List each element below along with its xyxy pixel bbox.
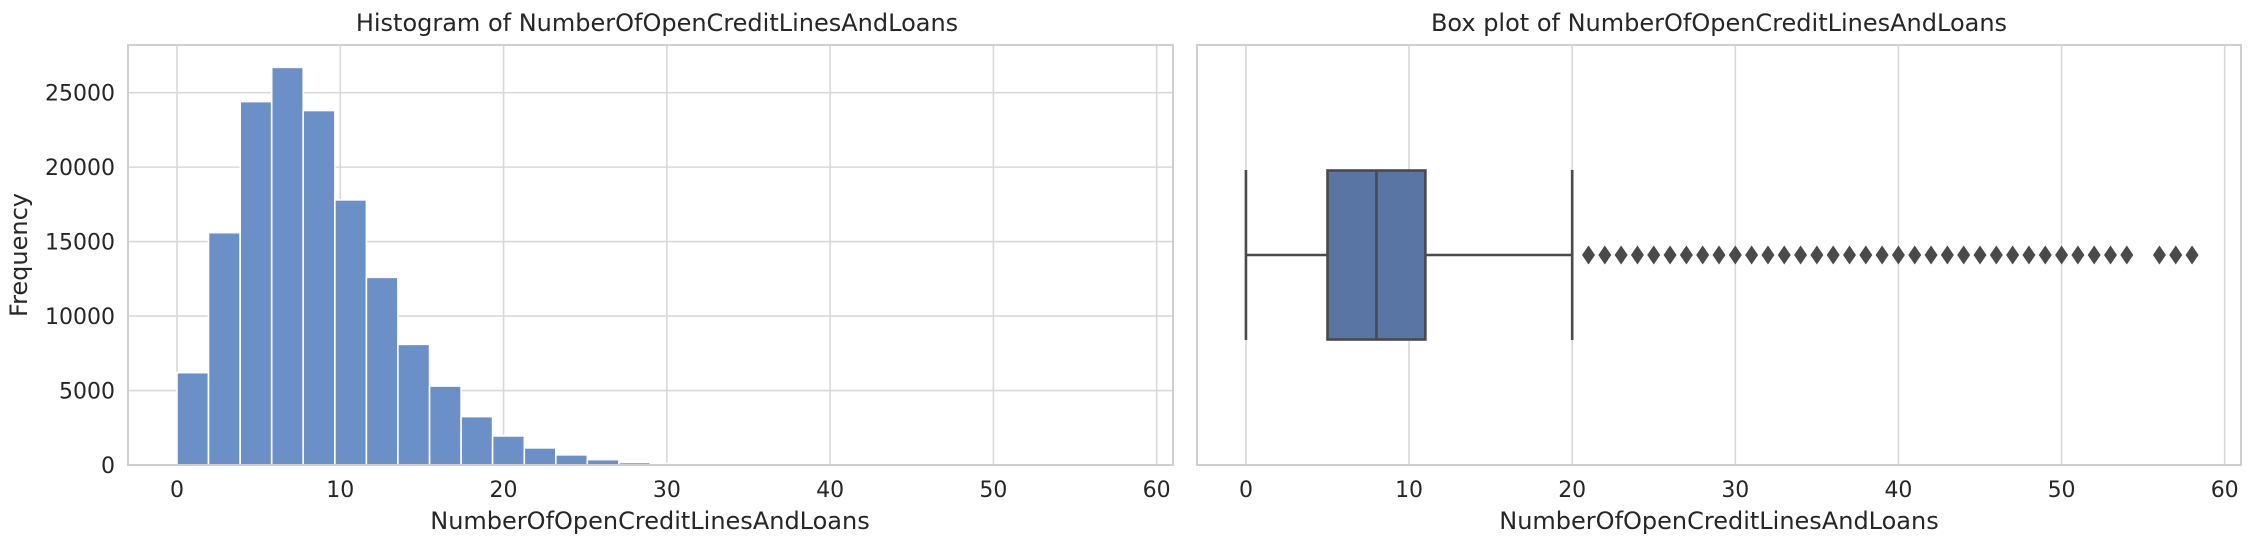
boxplot-outlier-point bbox=[2087, 245, 2101, 265]
boxplot-outlier-point bbox=[1989, 245, 2003, 265]
boxplot-chart: Box plot of NumberOfOpenCreditLinesAndLo… bbox=[1196, 9, 2242, 535]
boxplot-outlier-point bbox=[1598, 245, 1612, 265]
boxplot-title: Box plot of NumberOfOpenCreditLinesAndLo… bbox=[1431, 9, 2007, 37]
boxplot-outlier-point bbox=[1924, 245, 1938, 265]
histogram-x-tick-label: 10 bbox=[326, 478, 354, 503]
boxplot-x-tick-label: 30 bbox=[1721, 478, 1749, 503]
histogram-x-tick-label: 20 bbox=[490, 478, 518, 503]
boxplot-outlier-point bbox=[1973, 245, 1987, 265]
boxplot-outlier-point bbox=[1761, 245, 1775, 265]
boxplot-outlier-point bbox=[1810, 245, 1824, 265]
boxplot-outlier-point bbox=[2169, 245, 2183, 265]
boxplot-x-tick-label: 20 bbox=[1558, 478, 1586, 503]
histogram-bar bbox=[270, 66, 305, 466]
boxplot-outlier-point bbox=[1843, 245, 1856, 265]
boxplot-outlier-point bbox=[1663, 245, 1677, 265]
histogram-bar bbox=[207, 231, 241, 466]
histogram-x-axis-label: NumberOfOpenCreditLinesAndLoans bbox=[430, 507, 869, 535]
histogram-bars bbox=[176, 66, 1125, 466]
histogram-bar bbox=[460, 415, 494, 466]
boxplot-outlier-point bbox=[2152, 245, 2166, 265]
histogram-bar bbox=[554, 454, 589, 466]
boxplot-x-tick-label: 60 bbox=[2211, 478, 2239, 503]
histogram-y-tick-label: 5000 bbox=[59, 380, 115, 405]
histogram-plot-frame bbox=[127, 44, 1174, 466]
histogram-y-tick-labels: 0 5000 10000 15000 20000 25000 bbox=[45, 82, 115, 479]
histogram-y-tick-label: 25000 bbox=[45, 82, 115, 107]
histogram-y-tick-label: 10000 bbox=[45, 305, 115, 330]
histogram-bar bbox=[239, 100, 273, 466]
histogram-bar bbox=[334, 199, 368, 466]
histogram-chart: Histogram of NumberOfOpenCreditLinesAndL… bbox=[5, 9, 1174, 535]
boxplot-outlier-point bbox=[1647, 245, 1661, 265]
histogram-bar bbox=[302, 109, 336, 466]
boxplot-outlier-point bbox=[2185, 245, 2199, 265]
histogram-x-tick-label: 60 bbox=[1143, 478, 1171, 503]
boxplot-outlier-point bbox=[1957, 245, 1971, 265]
boxplot-outlier-point bbox=[2055, 245, 2069, 265]
boxplot-body bbox=[1244, 169, 1574, 341]
histogram-bar bbox=[176, 371, 210, 466]
boxplot-outlier-point bbox=[1745, 245, 1759, 265]
histogram-x-tick-label: 0 bbox=[170, 478, 184, 503]
histogram-x-tick-label: 30 bbox=[653, 478, 681, 503]
boxplot-outlier-point bbox=[1582, 245, 1595, 265]
boxplot-outlier-point bbox=[2104, 245, 2117, 265]
boxplot-x-tick-label: 50 bbox=[2048, 478, 2076, 503]
boxplot-outlier-point bbox=[1630, 245, 1644, 265]
boxplot-outlier-point bbox=[1679, 245, 1693, 265]
boxplot-outliers bbox=[1582, 245, 2199, 265]
boxplot-outlier-point bbox=[1891, 245, 1905, 265]
boxplot-outlier-point bbox=[1712, 245, 1726, 265]
boxplot-outlier-point bbox=[2038, 245, 2052, 265]
boxplot-outlier-point bbox=[1777, 245, 1791, 265]
boxplot-outlier-point bbox=[1859, 245, 1873, 265]
histogram-y-tick-label: 15000 bbox=[45, 231, 115, 256]
boxplot-outlier-point bbox=[2120, 245, 2134, 265]
histogram-y-tick-label: 0 bbox=[101, 454, 115, 479]
histogram-x-tick-label: 40 bbox=[816, 478, 844, 503]
boxplot-x-tick-labels: 0 10 20 30 40 50 60 bbox=[1239, 478, 2239, 503]
boxplot-plot-frame bbox=[1196, 44, 2242, 466]
boxplot-outlier-point bbox=[1728, 245, 1742, 265]
boxplot-outlier-point bbox=[2022, 245, 2036, 265]
boxplot-x-tick-label: 10 bbox=[1395, 478, 1423, 503]
boxplot-outlier-point bbox=[1794, 245, 1808, 265]
boxplot-outlier-point bbox=[1696, 245, 1710, 265]
histogram-y-tick-label: 20000 bbox=[45, 156, 115, 181]
histogram-bar bbox=[523, 447, 557, 466]
histogram-bar bbox=[365, 276, 399, 466]
histogram-title: Histogram of NumberOfOpenCreditLinesAndL… bbox=[356, 9, 958, 37]
histogram-bar bbox=[491, 435, 526, 466]
boxplot-x-tick-label: 0 bbox=[1239, 478, 1253, 503]
boxplot-outlier-point bbox=[2071, 245, 2085, 265]
boxplot-outlier-point bbox=[1614, 245, 1628, 265]
boxplot-outlier-point bbox=[1908, 245, 1922, 265]
histogram-y-axis-label: Frequency bbox=[5, 193, 33, 317]
histogram-x-tick-label: 50 bbox=[979, 478, 1007, 503]
histogram-bar bbox=[428, 385, 462, 466]
histogram-bar bbox=[397, 343, 431, 466]
boxplot-outlier-point bbox=[2006, 245, 2020, 265]
boxplot-x-tick-label: 40 bbox=[1884, 478, 1912, 503]
boxplot-outlier-point bbox=[1875, 245, 1889, 265]
histogram-x-tick-labels: 0 10 20 30 40 50 60 bbox=[170, 478, 1171, 503]
boxplot-outlier-point bbox=[1826, 245, 1840, 265]
boxplot-outlier-point bbox=[1940, 245, 1954, 265]
boxplot-x-axis-label: NumberOfOpenCreditLinesAndLoans bbox=[1499, 507, 1938, 535]
